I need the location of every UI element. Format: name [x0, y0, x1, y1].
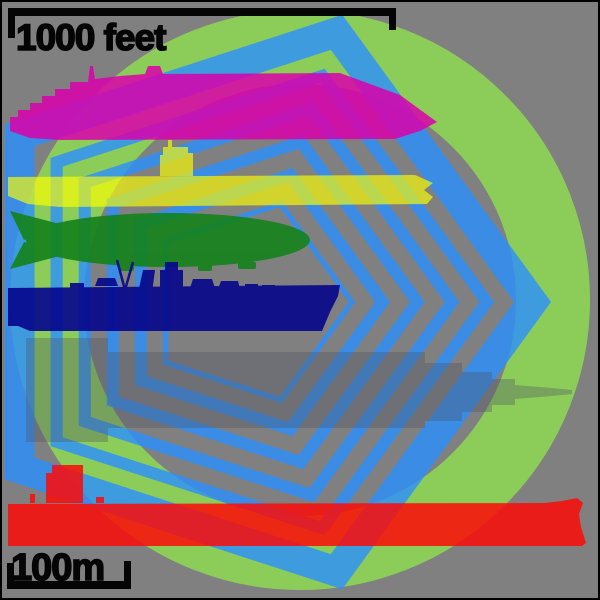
- top-scale-bracket: [8, 8, 396, 38]
- aircraft-carrier-silhouette: [8, 140, 433, 207]
- cruise-ship-silhouette: [10, 66, 437, 140]
- skyscraper-silhouette: [26, 338, 572, 442]
- airship-silhouette: [10, 211, 310, 271]
- bottom-scale-label: 100m: [10, 547, 106, 589]
- top-scale-label: 1000 feet: [15, 17, 167, 58]
- supertanker-silhouette: [8, 465, 586, 546]
- battleship-silhouette: [8, 259, 340, 331]
- scale-bars: [7, 8, 396, 589]
- bottom-scale-bracket: [7, 561, 131, 589]
